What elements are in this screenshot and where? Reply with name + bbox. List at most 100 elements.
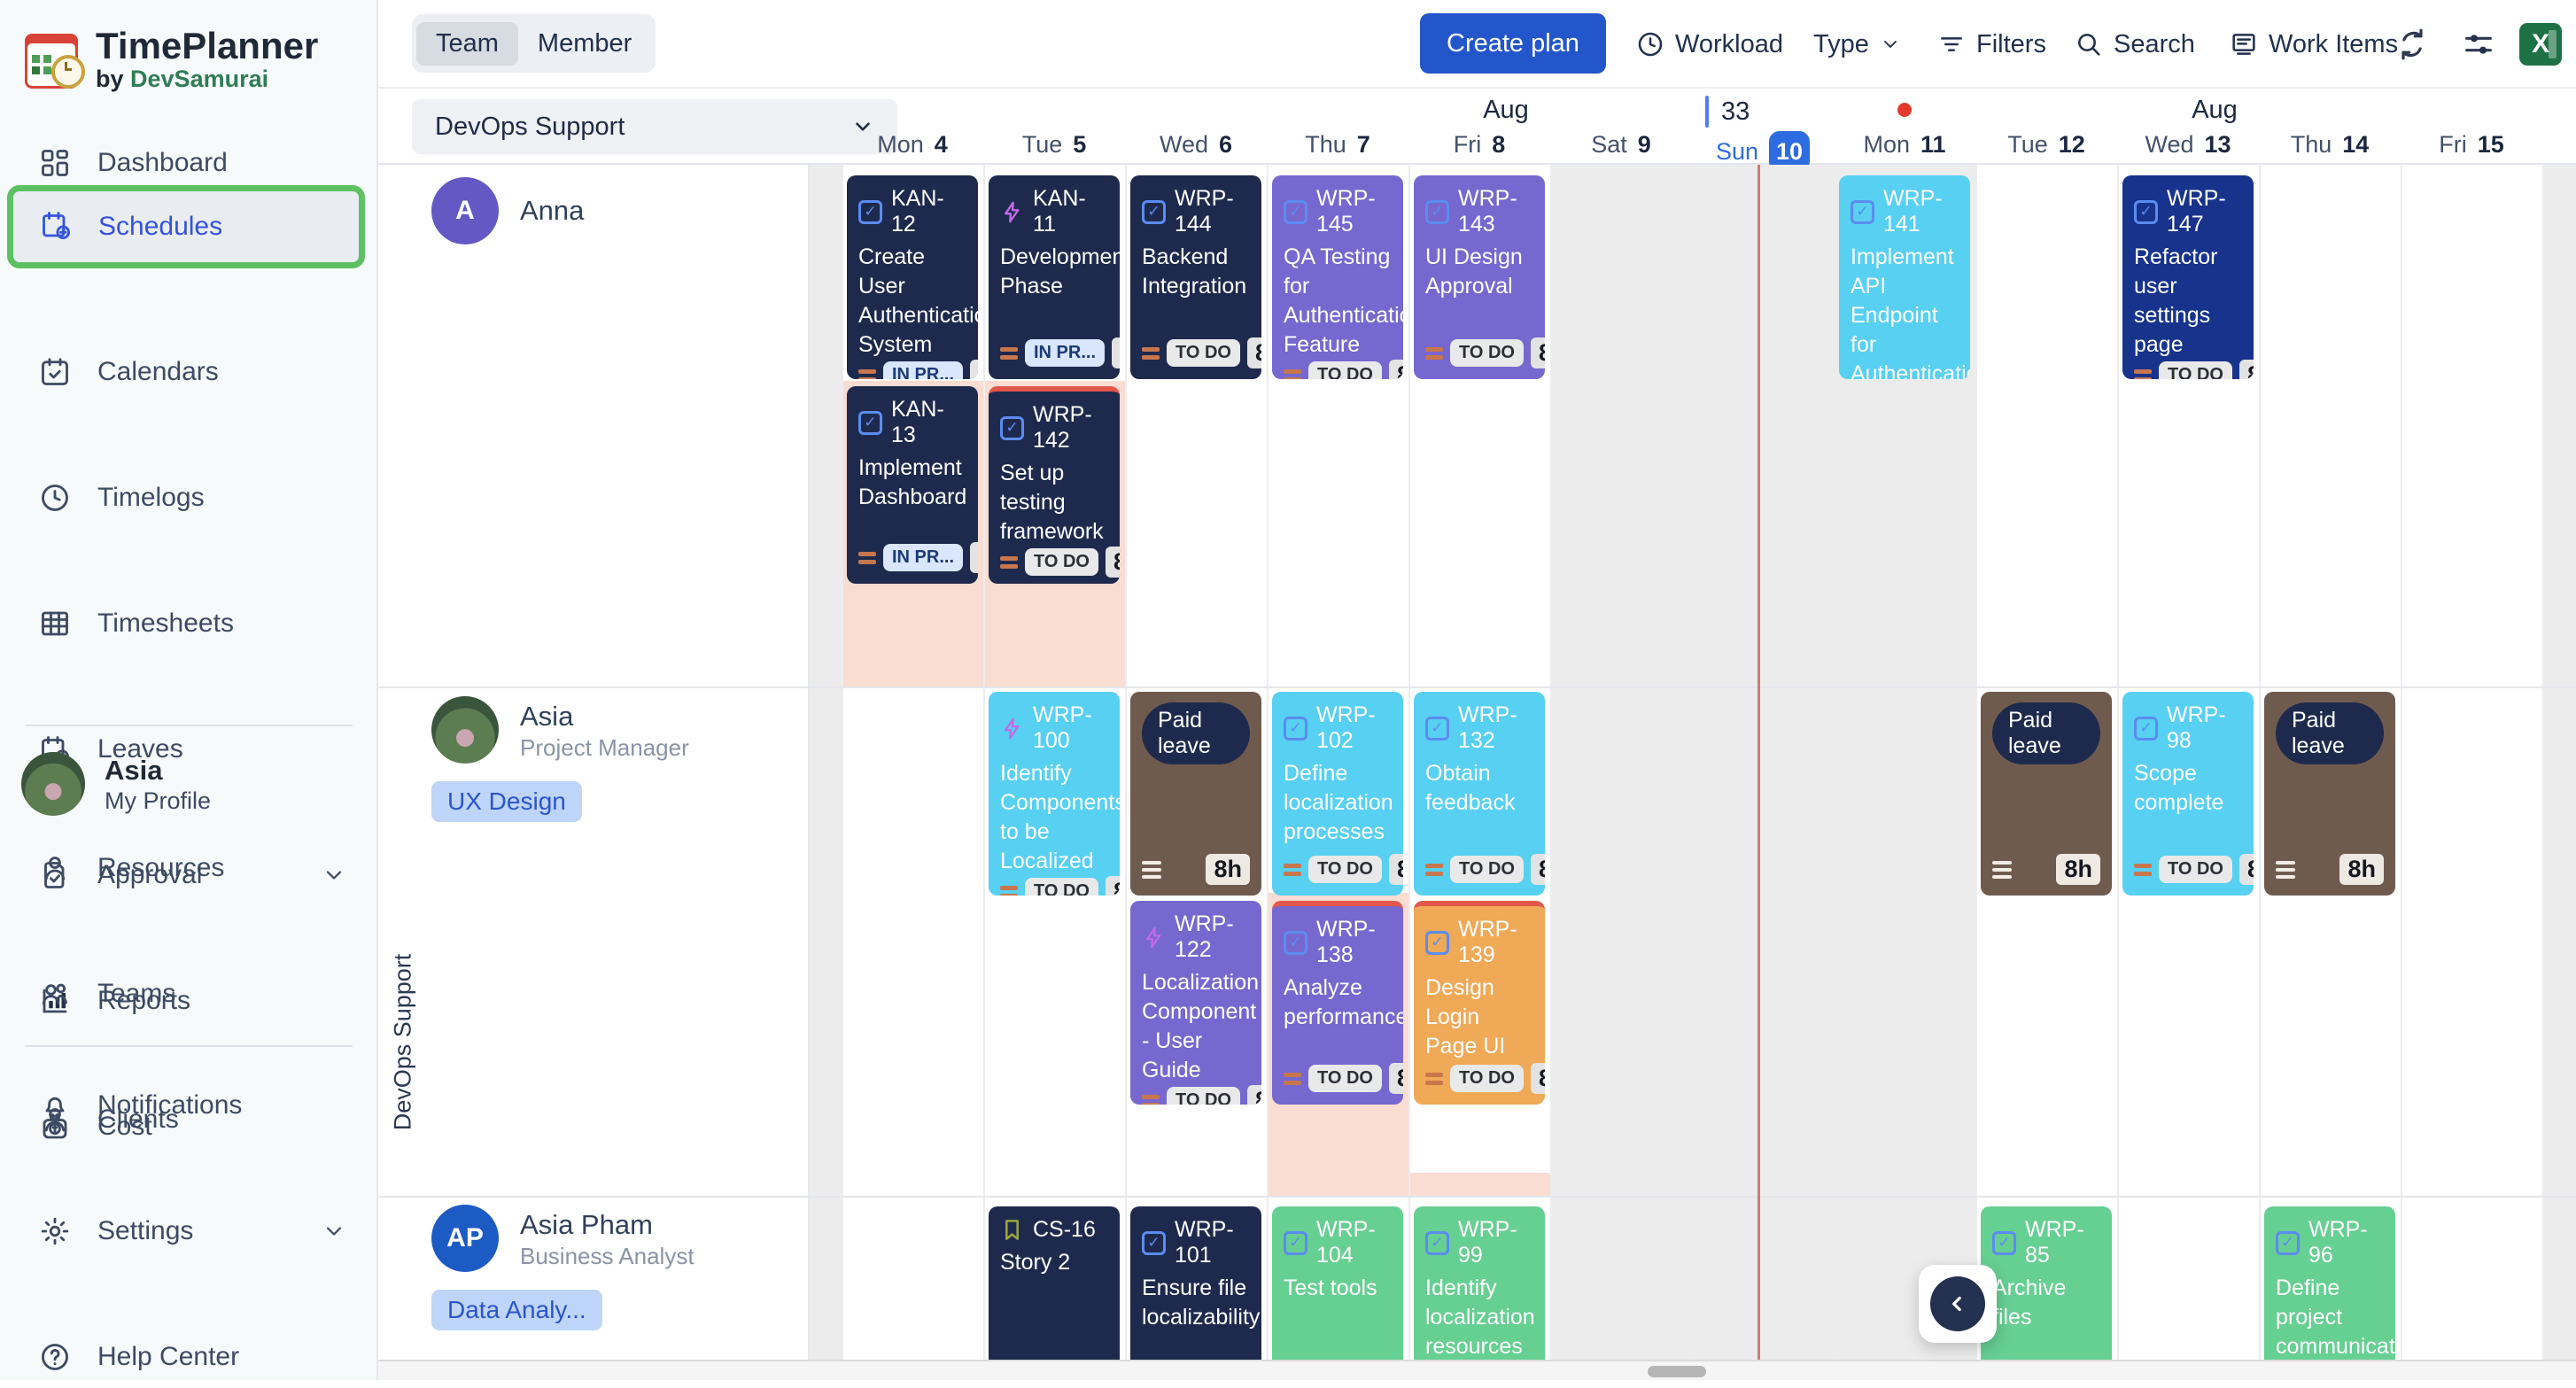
priority-icon [858, 551, 876, 564]
sidebar-item-calendars[interactable]: Calendars [0, 340, 378, 403]
task-id: WRP-96 [2308, 1217, 2368, 1268]
task-checkbox-icon: ✓ [858, 199, 882, 224]
task-card-CS-16[interactable]: CS-16 Story 2 [989, 1206, 1120, 1360]
day-header-tue-12[interactable]: Tue 12 [2007, 131, 2085, 159]
sidebar-item-timelogs[interactable]: Timelogs [0, 466, 378, 529]
task-card-WRP-138[interactable]: ✓ WRP-138 Analyze performance TO DO8h [1272, 901, 1403, 1105]
task-card-WRP-147[interactable]: ✓ WRP-147 Refactor user settings page TO DO… [2122, 175, 2254, 379]
month-label-right: Aug [2192, 96, 2238, 124]
day-header-tue-5[interactable]: Tue 5 [1022, 131, 1087, 159]
sidebar-item-reports[interactable]: Reports [0, 969, 378, 1032]
task-card-WRP-142[interactable]: ✓ WRP-142 Set up testing framework TO DO8h [989, 386, 1120, 584]
collapse-panel-button[interactable] [1919, 1265, 1997, 1343]
day-header-thu-14[interactable]: Thu 14 [2291, 131, 2370, 159]
grid-column-line [1550, 165, 1552, 1360]
excel-icon[interactable]: X [2518, 21, 2564, 67]
priority-icon [1284, 1072, 1301, 1085]
hours-badge: 8h [970, 360, 978, 379]
create-plan-button[interactable]: Create plan [1420, 13, 1606, 74]
task-card-WRP-99[interactable]: ✓ WRP-99 Identify localization resources (… [1414, 1206, 1545, 1360]
toolbar-item-workload[interactable]: Workload [1636, 0, 1783, 89]
clock-icon [39, 482, 71, 514]
task-card-WRP-85[interactable]: ✓ WRP-85 Archive files [1981, 1206, 2112, 1360]
priority-icon [2134, 863, 2152, 876]
task-title: Scope complete [2134, 761, 2224, 815]
priority-icon [1284, 368, 1301, 379]
day-header-mon-4[interactable]: Mon 4 [877, 131, 948, 159]
leave-card[interactable]: Paid leave 8h [2264, 692, 2395, 896]
sidebar-item-schedules[interactable]: Schedules [7, 185, 365, 268]
team-member-toggle[interactable]: Team Member [412, 14, 656, 73]
day-name: Fri [1453, 131, 1482, 158]
scrollbar-thumb[interactable] [1648, 1366, 1706, 1377]
toggle-member[interactable]: Member [537, 28, 632, 58]
sync-icon[interactable] [2389, 21, 2435, 67]
day-header-thu-7[interactable]: Thu 7 [1305, 131, 1370, 159]
day-number: 7 [1356, 131, 1370, 158]
sidebar-item-dashboard[interactable]: Dashboard [0, 131, 378, 194]
task-card-WRP-145[interactable]: ✓ WRP-145 QA Testing for Authentication Fe… [1272, 175, 1403, 379]
sidebar-item-settings[interactable]: Settings [0, 1199, 378, 1262]
leave-card[interactable]: Paid leave 8h [1981, 692, 2112, 896]
day-header-fri-15[interactable]: Fri 15 [2439, 131, 2504, 159]
sidebar-item-approval[interactable]: Approval [0, 843, 378, 906]
search-icon [2075, 30, 2103, 58]
task-card-WRP-143[interactable]: ✓ WRP-143 UI Design Approval TO DO8h [1414, 175, 1545, 379]
toolbar-item-filters[interactable]: Filters [1937, 0, 2046, 89]
horizontal-scrollbar[interactable] [378, 1360, 2576, 1380]
task-card-WRP-122[interactable]: WRP-122 Localization Component - User Gui… [1130, 901, 1261, 1105]
member-row-header[interactable]: Asia Project Manager [431, 696, 689, 764]
toolbar-item-work-items[interactable]: Work Items [2230, 0, 2398, 89]
task-checkbox-icon: ✓ [1851, 199, 1874, 224]
task-card-WRP-102[interactable]: ✓ WRP-102 Define localization processes TO … [1272, 692, 1403, 896]
task-card-WRP-104[interactable]: ✓ WRP-104 Test tools [1272, 1206, 1403, 1360]
sidebar-profile[interactable]: Asia My Profile [21, 742, 358, 826]
offday-column-right-sliver [2542, 165, 2576, 1360]
sidebar-item-resources[interactable]: Resources [0, 836, 378, 899]
task-card-WRP-100[interactable]: WRP-100 Identify Components to be Localiz… [989, 692, 1120, 896]
table-icon [39, 608, 71, 640]
day-header-sat-9[interactable]: Sat 9 [1591, 131, 1651, 159]
sliders-icon[interactable] [2456, 21, 2502, 67]
member-row-header[interactable]: AP Asia Pham Business Analyst [431, 1205, 694, 1272]
task-id: WRP-143 [1458, 186, 1517, 237]
task-card-WRP-98[interactable]: ✓ WRP-98 Scope complete TO DO8h [2122, 692, 2254, 896]
day-header-wed-13[interactable]: Wed 13 [2145, 131, 2231, 159]
task-card-WRP-139[interactable]: ✓ WRP-139 Design Login Page UI TO DO8h [1414, 901, 1545, 1105]
task-card-WRP-96[interactable]: ✓ WRP-96 Define project communications mat… [2264, 1206, 2395, 1360]
group-select[interactable]: DevOps Support [412, 99, 897, 154]
task-checkbox-icon: ✓ [2134, 199, 2158, 224]
member-skill-tag[interactable]: Data Analy... [431, 1290, 602, 1330]
priority-icon [1425, 1072, 1443, 1085]
chevron-down-icon [856, 122, 870, 131]
day-name: Mon [1863, 131, 1910, 158]
sidebar-item-clients[interactable]: Clients [0, 1088, 378, 1151]
toolbar-item-type[interactable]: Type [1813, 0, 1901, 89]
sidebar-nav-tertiary: Notifications Settings Help Center [0, 1074, 378, 1371]
task-checkbox-icon: ✓ [1425, 716, 1449, 741]
sidebar-item-leaves[interactable]: Leaves [0, 717, 378, 780]
sidebar-item-teams[interactable]: Teams [0, 962, 378, 1025]
sidebar-item-notifications[interactable]: Notifications [0, 1074, 378, 1136]
clock-icon [1636, 30, 1664, 58]
member-skill-tag[interactable]: UX Design [431, 781, 582, 822]
toggle-team[interactable]: Team [416, 21, 518, 66]
day-header-fri-8[interactable]: Fri 8 [1454, 131, 1506, 159]
leave-label: Paid leave [1992, 702, 2100, 764]
day-number: 8 [1492, 131, 1506, 158]
task-card-KAN-13[interactable]: ✓ KAN-13 Implement Dashboard IN PR...8h [847, 386, 978, 584]
task-card-KAN-12[interactable]: ✓ KAN-12 Create User Authentication System… [847, 175, 978, 379]
task-card-KAN-11[interactable]: KAN-11 Development Phase IN PR...8h [989, 175, 1120, 379]
member-row-header[interactable]: A Anna [431, 177, 584, 244]
toolbar-item-search[interactable]: Search [2075, 0, 2195, 89]
day-header-wed-6[interactable]: Wed 6 [1160, 131, 1232, 159]
leave-card[interactable]: Paid leave 8h [1130, 692, 1261, 896]
sidebar-item-help-center[interactable]: Help Center [0, 1325, 378, 1388]
task-card-WRP-101[interactable]: ✓ WRP-101 Ensure file localizability [1130, 1206, 1261, 1360]
member-name: Anna [520, 195, 585, 226]
task-card-WRP-132[interactable]: ✓ WRP-132 Obtain feedback TO DO8h [1414, 692, 1545, 896]
task-card-WRP-141[interactable]: ✓ WRP-141 Implement API Endpoint for Authe… [1839, 175, 1970, 379]
day-header-mon-11[interactable]: Mon 11 [1863, 131, 1945, 159]
task-card-WRP-144[interactable]: ✓ WRP-144 Backend Integration TO DO8h [1130, 175, 1261, 379]
sidebar-item-timesheets[interactable]: Timesheets [0, 592, 378, 655]
